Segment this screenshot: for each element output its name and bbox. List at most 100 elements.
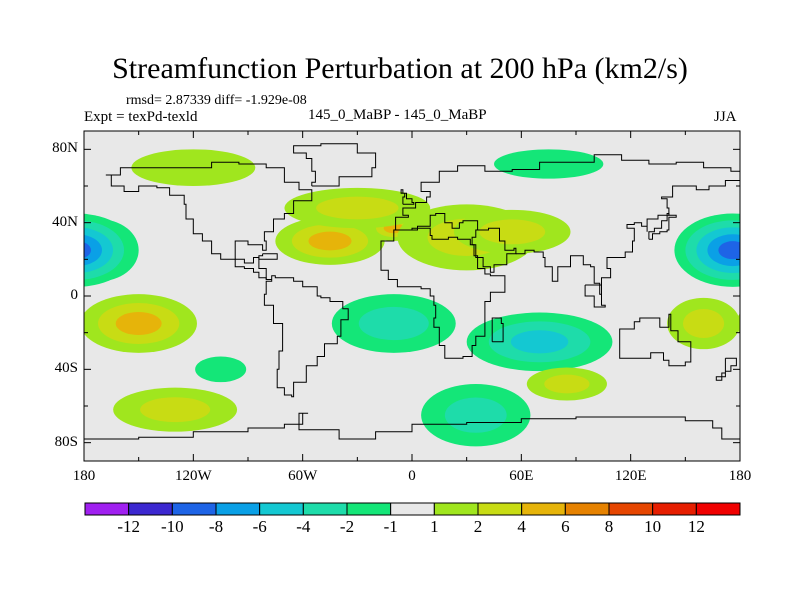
coastline xyxy=(584,284,606,308)
coastline xyxy=(393,154,740,231)
colorbar-label: -6 xyxy=(252,517,267,536)
colorbar-label: 4 xyxy=(517,517,526,536)
colorbar-label: -12 xyxy=(117,517,140,536)
x-tick-label: 180 xyxy=(728,468,752,484)
x-tick-label: 60W xyxy=(288,468,318,484)
colorbar-swatch xyxy=(608,502,654,516)
colorbar-label: 8 xyxy=(604,517,614,536)
coastline xyxy=(515,175,740,295)
colorbar-swatch xyxy=(390,502,435,516)
left-label: Expt = texPd-texld xyxy=(84,109,198,125)
center-label: 145_0_MaBP - 145_0_MaBP xyxy=(308,107,487,123)
coastline xyxy=(491,317,504,343)
field-anomaly xyxy=(275,217,385,265)
coastline xyxy=(258,253,278,260)
contour-band xyxy=(140,397,211,423)
coastline xyxy=(400,189,415,205)
contour-band xyxy=(736,313,740,334)
coastline xyxy=(619,313,692,367)
coastline xyxy=(393,213,479,240)
y-tick-label: 40N xyxy=(52,213,78,230)
right-label: JJA xyxy=(714,109,737,125)
field-anomaly xyxy=(113,387,238,432)
axis-ticks xyxy=(83,131,741,461)
coastline xyxy=(380,227,506,359)
field-anomaly xyxy=(466,312,613,372)
colorbar-swatch xyxy=(346,502,392,516)
y-tick-label: 80S xyxy=(54,433,78,450)
coastline xyxy=(84,412,740,440)
coastline xyxy=(471,227,517,273)
contour-band xyxy=(510,330,569,354)
field-anomaly xyxy=(284,187,431,229)
colorbar-swatch xyxy=(171,502,217,516)
field-anomaly xyxy=(526,367,607,401)
colorbar-label: 10 xyxy=(644,517,662,536)
x-tick-label: 180 xyxy=(72,468,96,484)
colorbar-swatch xyxy=(695,502,741,516)
colorbar-label: 12 xyxy=(687,517,705,536)
contour-band xyxy=(745,243,765,258)
field-anomaly xyxy=(421,384,531,447)
y-tick-label: 0 xyxy=(70,287,79,303)
y-tick-label: 80N xyxy=(52,140,78,157)
contour-band xyxy=(494,149,604,179)
colorbar-swatch xyxy=(128,502,173,516)
x-tick-label: 120W xyxy=(174,468,212,484)
colorbar-swatch xyxy=(652,502,697,516)
contour-band xyxy=(444,397,507,433)
contour-band xyxy=(84,234,103,266)
field-anomaly xyxy=(331,294,456,353)
coastline xyxy=(715,357,737,381)
contour-band xyxy=(195,356,247,383)
coastlines xyxy=(84,143,740,440)
colorbar-label: -2 xyxy=(339,517,355,536)
colorbar-swatch xyxy=(521,502,566,516)
colorbar-label: -8 xyxy=(208,517,224,536)
colorbar-swatch xyxy=(564,502,610,516)
contour-band xyxy=(754,303,800,344)
contour-band xyxy=(737,242,740,258)
field-anomaly xyxy=(453,209,571,254)
contour-band xyxy=(84,242,92,258)
contour-band xyxy=(544,374,590,394)
contour-band xyxy=(682,308,725,339)
contour-band xyxy=(358,306,429,341)
colorbar-swatch xyxy=(215,502,261,516)
field-anomaly xyxy=(195,356,247,383)
x-tick-label: 0 xyxy=(408,468,416,484)
contour-band xyxy=(479,219,546,245)
field-anomaly xyxy=(84,213,740,287)
colorbar-swatch xyxy=(259,502,304,516)
colorbar-label: 1 xyxy=(430,517,439,536)
stats-line: rmsd= 2.87339 diff= -1.929e-08 xyxy=(126,93,307,108)
x-tick-label: 60E xyxy=(509,468,534,484)
colorbar-label: -10 xyxy=(160,517,184,536)
field-anomaly xyxy=(84,294,800,353)
field-anomaly xyxy=(494,149,604,179)
coastline xyxy=(105,161,349,398)
contour-band xyxy=(718,241,740,260)
colorbar-swatch xyxy=(433,502,479,516)
field-layer xyxy=(84,149,800,447)
colorbar xyxy=(84,502,741,516)
colorbar-swatch xyxy=(302,502,348,516)
colorbar-label: 2 xyxy=(473,517,483,536)
coastline xyxy=(648,213,677,240)
coastline xyxy=(293,143,377,187)
contour-band xyxy=(84,227,114,273)
y-tick-label: 40S xyxy=(54,360,78,377)
x-tick-label: 120E xyxy=(614,468,647,484)
contour-band xyxy=(772,312,800,335)
colorbar-swatch xyxy=(84,502,130,516)
field-anomaly xyxy=(667,297,740,350)
chart-title: Streamfunction Perturbation at 200 hPa (… xyxy=(112,52,688,85)
colorbar-label: 6 xyxy=(561,517,570,536)
contour-band xyxy=(115,311,162,336)
colorbar-swatch xyxy=(477,502,523,516)
colorbar-label: -1 xyxy=(383,517,398,536)
coastline xyxy=(105,174,267,280)
contour-band xyxy=(316,196,399,220)
contour-band xyxy=(308,231,352,251)
